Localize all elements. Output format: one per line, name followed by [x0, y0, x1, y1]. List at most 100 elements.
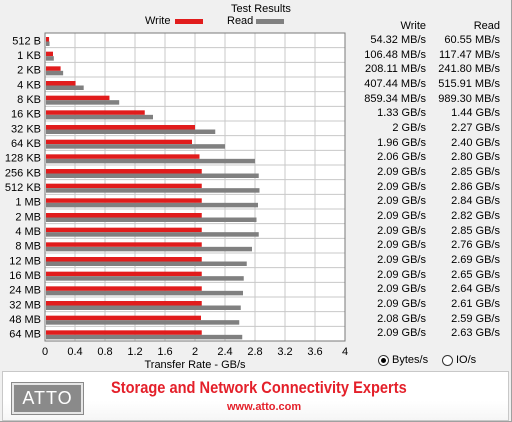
bytes-per-second-radio[interactable]: Bytes/s	[378, 354, 428, 366]
write-value: 2.09 GB/s	[377, 210, 426, 222]
write-value: 2.09 GB/s	[377, 268, 426, 281]
read-bar	[46, 114, 153, 120]
write-bar	[46, 37, 50, 42]
category-label: 1 MB	[15, 197, 41, 209]
atto-banner[interactable]: ATTO Storage and Network Connectivity Ex…	[2, 371, 509, 421]
category-label: 4 KB	[17, 79, 41, 91]
result-row: 2 GB/s 2.27 GB/s	[350, 122, 502, 136]
read-bar	[46, 70, 64, 76]
category-label: 32 KB	[11, 123, 41, 135]
write-value: 208.11 MB/s	[365, 63, 426, 76]
category-label: 2 KB	[17, 65, 41, 77]
read-bar	[46, 232, 259, 237]
result-row: 2.09 GB/s 2.63 GB/s	[350, 327, 502, 341]
read-bar	[46, 246, 252, 252]
io-per-second-radio[interactable]: IO/s	[442, 354, 476, 366]
result-row: 2.09 GB/s 2.84 GB/s	[350, 195, 502, 209]
read-bar	[46, 173, 259, 178]
write-value: 2.09 GB/s	[377, 224, 426, 237]
read-bar	[46, 305, 241, 310]
read-value: 241.80 MB/s	[438, 63, 500, 76]
result-row: 1.96 GB/s 2.40 GB/s	[350, 137, 502, 151]
read-bar	[46, 56, 54, 61]
atto-logo: ATTO	[12, 383, 83, 414]
category-label: 16 MB	[9, 270, 41, 282]
write-value: 2.09 GB/s	[377, 166, 426, 178]
write-column-header: Write	[400, 20, 426, 32]
result-row: 859.34 MB/s 989.30 MB/s	[350, 93, 502, 107]
radio-indicator[interactable]	[378, 354, 389, 366]
read-value: 2.65 GB/s	[451, 268, 500, 281]
read-value: 2.76 GB/s	[451, 239, 500, 252]
read-bar	[46, 85, 84, 90]
write-bar	[46, 139, 192, 145]
result-row: 407.44 MB/s 515.91 MB/s	[350, 78, 502, 92]
result-row: 2.09 GB/s 2.85 GB/s	[350, 166, 502, 180]
read-column-header: Read	[473, 20, 500, 32]
write-value: 2.09 GB/s	[377, 239, 426, 252]
radio-indicator[interactable]	[442, 354, 453, 366]
read-value: 2.84 GB/s	[451, 195, 500, 208]
x-tick-label: 1.2	[127, 346, 142, 358]
result-row: 2.09 GB/s 2.61 GB/s	[350, 298, 502, 312]
read-bar	[46, 188, 260, 193]
category-label: 16 KB	[11, 109, 41, 121]
group-title: Test Results	[231, 3, 291, 15]
read-bar	[46, 290, 243, 296]
read-bar	[46, 276, 244, 281]
write-bar	[46, 66, 61, 71]
read-value: 2.69 GB/s	[451, 254, 500, 266]
read-value: 2.27 GB/s	[451, 122, 500, 134]
write-value: 54.32 MB/s	[370, 34, 426, 46]
category-label: 1 KB	[17, 50, 41, 62]
read-value: 2.82 GB/s	[451, 210, 500, 222]
read-value: 2.64 GB/s	[451, 283, 500, 296]
write-bar	[46, 110, 145, 115]
result-row: 208.11 MB/s 241.80 MB/s	[350, 63, 502, 77]
read-bar	[46, 158, 255, 164]
read-bar	[46, 320, 240, 325]
write-value: 2.09 GB/s	[377, 298, 426, 310]
write-bar	[46, 330, 202, 335]
write-bar	[46, 51, 53, 57]
write-bar	[46, 286, 202, 291]
result-row: 106.48 MB/s 117.47 MB/s	[350, 49, 502, 63]
legend-read-label: Read	[227, 15, 254, 27]
read-value: 2.40 GB/s	[451, 136, 500, 149]
category-label: 64 KB	[11, 138, 41, 150]
category-label: 8 KB	[17, 94, 41, 106]
category-label: 4 MB	[15, 226, 41, 238]
io-per-second-label: IO/s	[456, 354, 477, 366]
category-label: 48 MB	[9, 314, 41, 326]
write-value: 859.34 MB/s	[364, 92, 426, 105]
legend-write-swatch	[175, 19, 203, 24]
read-value: 1.44 GB/s	[451, 107, 500, 120]
website-link[interactable]: www.atto.com	[227, 401, 302, 413]
read-bar	[46, 100, 120, 105]
write-bar	[46, 315, 201, 321]
category-label: 24 MB	[9, 285, 41, 297]
category-label: 512 KB	[5, 182, 41, 194]
transfer-rate-chart: 512 B 1 KB 2 KB 4 KB 8 KB 16 KB 32 KB 64 KB 128 …	[5, 32, 348, 371]
read-value: 60.55 MB/s	[444, 34, 500, 46]
write-bar	[46, 257, 202, 262]
read-value: 2.63 GB/s	[451, 327, 500, 340]
write-value: 1.96 GB/s	[377, 136, 426, 149]
x-tick-label: 2	[192, 346, 198, 358]
write-value: 2.09 GB/s	[377, 327, 426, 340]
read-bar	[46, 129, 216, 134]
read-bar	[46, 261, 247, 266]
category-label: 32 MB	[9, 299, 41, 311]
write-bar	[46, 81, 76, 86]
result-row: 2.09 GB/s 2.64 GB/s	[350, 283, 502, 297]
x-tick-label: 2.8	[247, 346, 262, 358]
write-value: 2.09 GB/s	[377, 180, 426, 193]
legend-read-swatch	[256, 19, 284, 24]
x-tick-label: 2.4	[217, 346, 232, 358]
result-row: 1.33 GB/s 1.44 GB/s	[350, 107, 502, 121]
read-value: 2.85 GB/s	[451, 166, 500, 178]
result-row: 2.09 GB/s 2.85 GB/s	[350, 225, 502, 239]
write-bar	[46, 95, 110, 101]
read-bar	[46, 144, 225, 149]
category-label: 64 MB	[9, 329, 41, 341]
